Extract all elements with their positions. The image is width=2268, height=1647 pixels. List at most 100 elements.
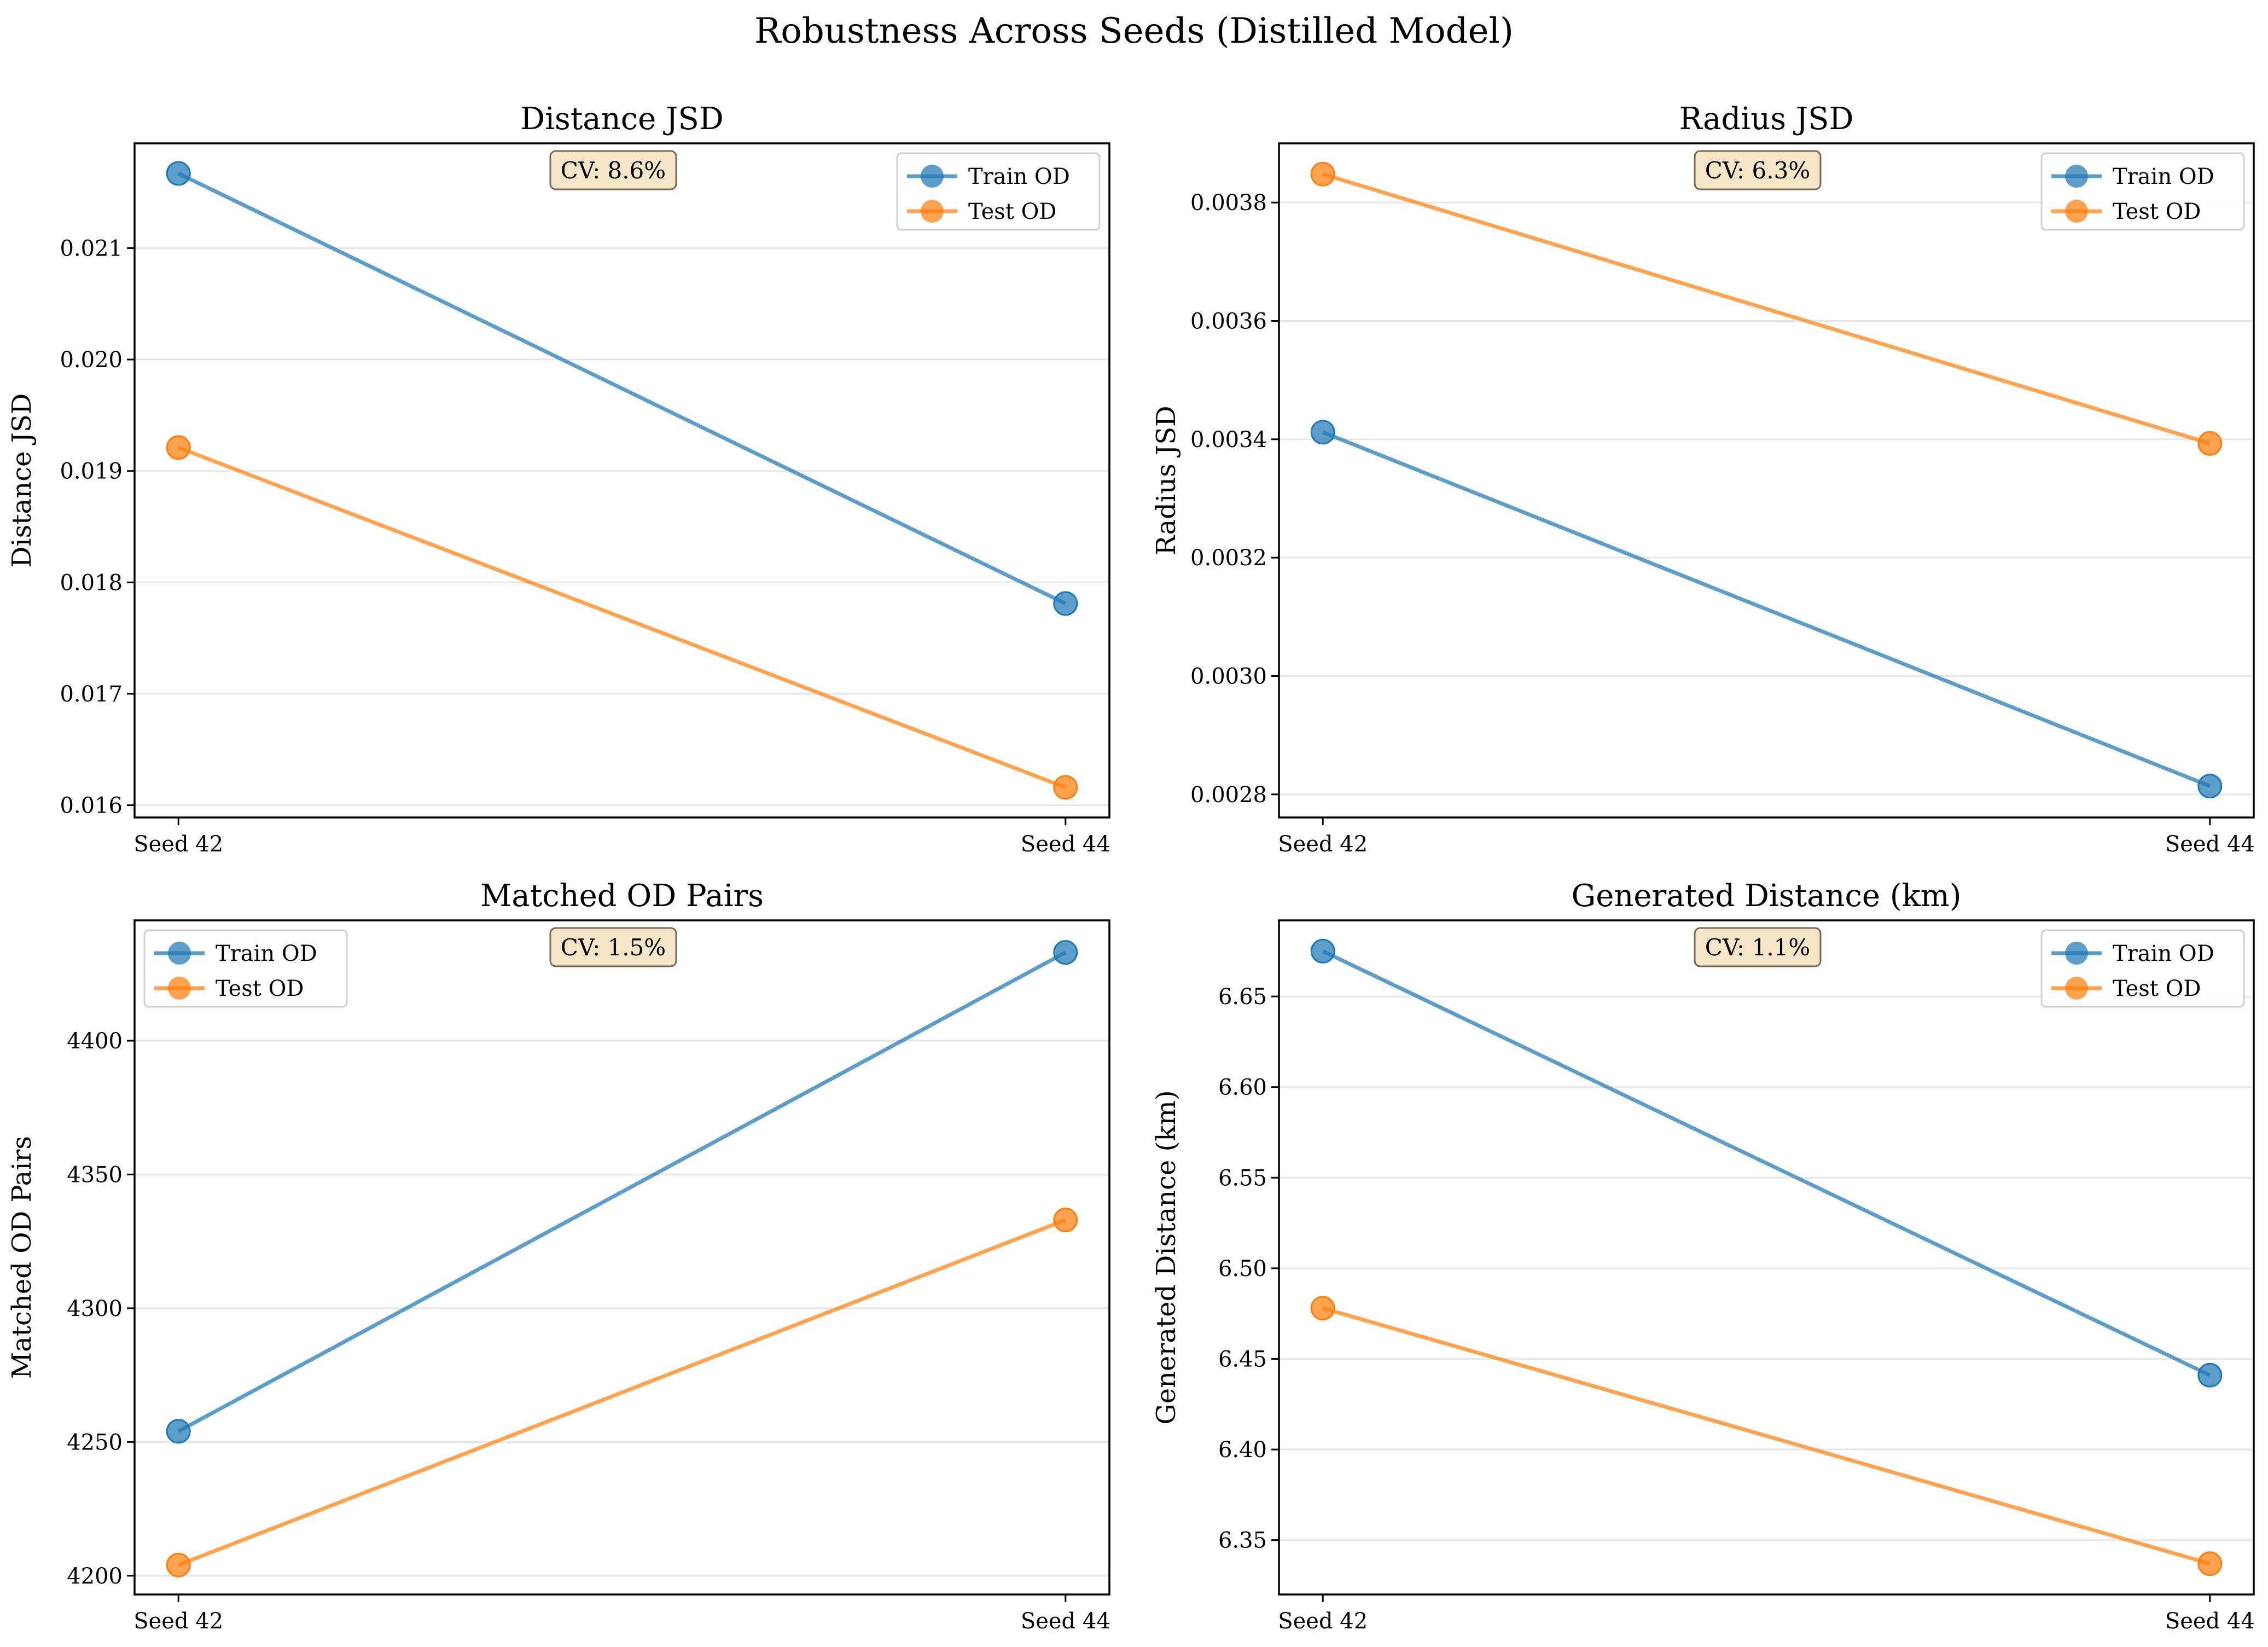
data-point-test xyxy=(1053,1208,1078,1233)
y-tick-label: 4300 xyxy=(67,1296,123,1321)
data-point-test xyxy=(2197,431,2223,456)
series-line-train xyxy=(1322,949,2211,1377)
y-tick-label: 0.0036 xyxy=(1190,309,1267,334)
legend: Train OD Test OD xyxy=(896,152,1101,231)
x-tick-label: Seed 44 xyxy=(1021,1609,1110,1634)
panel-title: Matched OD Pairs xyxy=(480,878,764,914)
panel-title: Generated Distance (km) xyxy=(1571,878,1961,914)
series-line-train xyxy=(177,171,1067,606)
x-tick-label: Seed 44 xyxy=(2165,1609,2255,1634)
axes-frame xyxy=(133,142,1110,819)
y-tick-label: 6.45 xyxy=(1218,1347,1267,1372)
y-tick-label: 0.0032 xyxy=(1190,546,1267,571)
legend-label: Test OD xyxy=(2113,976,2201,1001)
chart-panel-1: 0.016 0.017 0.018 0.019 0.020 0.021 Seed 42 See… xyxy=(7,101,1110,857)
data-point-test xyxy=(2197,1551,2223,1576)
legend: Train OD Test OD xyxy=(2040,929,2245,1008)
series-line-test xyxy=(1322,172,2211,445)
y-tick-label: 4250 xyxy=(67,1430,123,1455)
x-tick-label: Seed 42 xyxy=(1278,832,1368,857)
data-point-test xyxy=(166,1552,191,1578)
y-tick-label: 4350 xyxy=(67,1162,123,1187)
y-tick-label: 0.0038 xyxy=(1190,190,1267,216)
legend-label: Train OD xyxy=(968,164,1070,189)
data-point-train xyxy=(2197,774,2223,799)
legend-label: Train OD xyxy=(216,941,317,966)
data-point-test xyxy=(166,435,191,460)
cv-annotation-box xyxy=(549,927,677,967)
y-tick-label: 6.60 xyxy=(1218,1075,1267,1100)
x-tick-label: Seed 44 xyxy=(1021,832,1110,857)
cv-annotation: CV: 6.3% xyxy=(1705,157,1810,184)
data-point-train xyxy=(1053,940,1078,965)
y-tick-label: 6.65 xyxy=(1218,984,1267,1010)
data-point-test xyxy=(1310,161,1335,187)
cv-annotation: CV: 8.6% xyxy=(561,157,666,184)
y-tick-label: 0.020 xyxy=(60,347,123,373)
legend: Train OD Test OD xyxy=(143,929,348,1008)
legend-label: Train OD xyxy=(2113,941,2214,966)
y-tick-label: 0.0034 xyxy=(1190,427,1267,453)
chart-panel-2: 0.0028 0.0030 0.0032 0.0034 0.0036 0.0038 Seed… xyxy=(1151,101,2255,857)
x-tick-label: Seed 42 xyxy=(1278,1609,1368,1634)
y-axis-label: Radius JSD xyxy=(1151,405,1182,555)
panel-title: Distance JSD xyxy=(520,101,724,137)
data-point-train xyxy=(166,161,191,186)
y-tick-label: 0.0028 xyxy=(1190,782,1267,808)
y-tick-label: 4200 xyxy=(67,1564,123,1589)
y-axis-label: Matched OD Pairs xyxy=(7,1136,37,1379)
legend-marker xyxy=(168,977,191,1000)
y-axis-label: Distance JSD xyxy=(7,393,37,567)
y-tick-label: 0.016 xyxy=(60,793,123,819)
chart-panel-3: 4200 4250 4300 4350 4400 Seed 42 Seed 44 Matche… xyxy=(7,878,1110,1634)
data-point-train xyxy=(2197,1362,2223,1388)
figure-title: Robustness Across Seeds (Distilled Model… xyxy=(754,11,1514,51)
y-tick-label: 0.019 xyxy=(60,459,123,484)
data-point-train xyxy=(1310,938,1335,964)
legend-label: Test OD xyxy=(2113,199,2201,224)
y-tick-label: 6.50 xyxy=(1218,1256,1267,1281)
cv-annotation-box xyxy=(1694,927,1822,967)
y-tick-label: 0.018 xyxy=(60,570,123,595)
cv-annotation-box xyxy=(549,150,677,190)
series-line-train xyxy=(177,950,1067,1433)
axes-frame xyxy=(1278,142,2255,819)
legend-label: Test OD xyxy=(216,976,304,1001)
y-tick-label: 4400 xyxy=(67,1029,123,1054)
cv-annotation-box xyxy=(1694,150,1822,190)
legend-marker xyxy=(2065,200,2088,223)
y-tick-label: 0.017 xyxy=(60,682,123,707)
y-tick-label: 6.40 xyxy=(1218,1437,1267,1463)
series-line-train xyxy=(1322,430,2211,788)
series-line-test xyxy=(177,445,1067,790)
cv-annotation: CV: 1.1% xyxy=(1705,934,1810,961)
legend-marker xyxy=(2065,165,2088,188)
legend-label: Train OD xyxy=(2113,164,2214,189)
legend-marker xyxy=(921,200,944,223)
series-line-test xyxy=(1322,1306,2211,1566)
cv-annotation: CV: 1.5% xyxy=(561,934,666,961)
panel-title: Radius JSD xyxy=(1679,101,1854,137)
y-tick-label: 0.021 xyxy=(60,236,123,261)
y-tick-label: 6.55 xyxy=(1218,1165,1267,1191)
data-point-train xyxy=(1310,420,1335,445)
data-point-test xyxy=(1053,775,1078,800)
x-tick-label: Seed 42 xyxy=(133,1609,223,1634)
axes-frame xyxy=(1278,919,2255,1596)
data-point-test xyxy=(1310,1296,1335,1321)
legend-label: Test OD xyxy=(968,199,1056,224)
series-line-test xyxy=(177,1218,1067,1567)
x-tick-label: Seed 44 xyxy=(2165,832,2255,857)
y-tick-label: 6.35 xyxy=(1218,1528,1267,1553)
legend-marker xyxy=(2065,942,2088,965)
data-point-train xyxy=(166,1419,191,1444)
legend-marker xyxy=(168,942,191,965)
y-axis-label: Generated Distance (km) xyxy=(1151,1090,1182,1424)
axes-frame xyxy=(133,919,1110,1596)
legend-marker xyxy=(2065,977,2088,1000)
data-point-train xyxy=(1053,591,1078,616)
legend: Train OD Test OD xyxy=(2040,152,2245,231)
legend-marker xyxy=(921,165,944,188)
y-tick-label: 0.0030 xyxy=(1190,664,1267,689)
